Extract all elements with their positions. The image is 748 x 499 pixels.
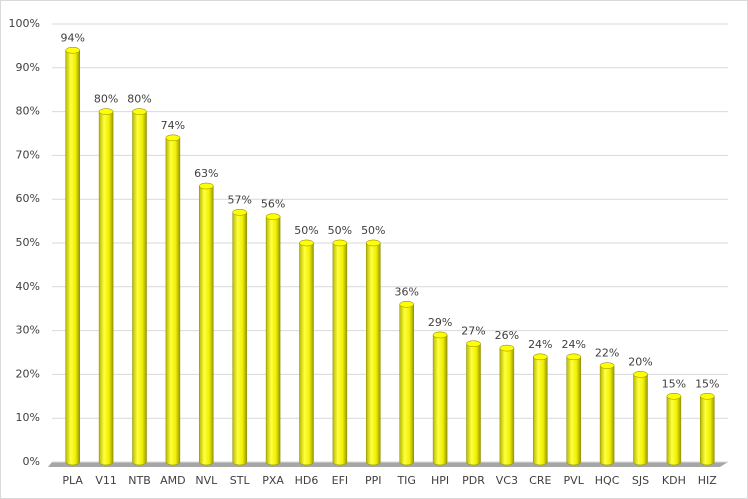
data-label: 36% (394, 285, 418, 298)
bar-top (65, 47, 80, 54)
bar-top (332, 239, 348, 247)
x-tick-label: AMD (160, 474, 186, 487)
y-tick-label: 40% (16, 280, 40, 293)
x-tick-label: HQC (595, 474, 620, 487)
bar (666, 393, 682, 466)
x-tick-label: V11 (95, 474, 117, 487)
bar (399, 301, 414, 466)
x-tick-label: PLA (62, 474, 83, 487)
data-label: 63% (194, 167, 218, 180)
bar (165, 134, 181, 466)
x-tick-label: NVL (195, 474, 218, 487)
data-label: 57% (227, 193, 251, 206)
bar (332, 239, 348, 466)
y-tick-label: 100% (9, 17, 40, 30)
bar-top (132, 108, 147, 115)
x-tick-label: HD6 (295, 474, 319, 487)
bar-top (199, 182, 214, 190)
bar (432, 331, 448, 466)
bar-top (466, 340, 481, 347)
bar-top (633, 371, 648, 378)
x-tick-label: PXA (262, 474, 284, 487)
bar-top (165, 134, 181, 142)
y-tick-label: 50% (16, 236, 40, 249)
y-tick-label: 0% (23, 455, 40, 468)
x-tick-label: VC3 (496, 474, 518, 487)
bar-top (299, 239, 314, 247)
bar (566, 353, 581, 466)
data-label: 94% (60, 31, 84, 44)
y-tick-label: 70% (16, 148, 40, 161)
x-tick-label: KDH (662, 474, 686, 487)
x-tick-label: EFI (332, 474, 349, 487)
bar-top (432, 331, 448, 339)
bar (466, 340, 481, 466)
data-label: 56% (261, 198, 285, 211)
data-label: 15% (662, 377, 686, 390)
bar-top (265, 213, 281, 220)
bar-top (399, 301, 414, 308)
floor (48, 462, 728, 467)
bar (499, 344, 515, 466)
data-label: 20% (628, 355, 652, 368)
bar-top (599, 362, 615, 369)
y-tick-label: 10% (16, 411, 40, 424)
data-label: 50% (294, 224, 318, 237)
x-tick-label: NTB (128, 474, 151, 487)
data-label: 15% (695, 377, 719, 390)
data-label: 80% (94, 93, 118, 106)
data-label: 26% (495, 329, 519, 342)
bar (533, 353, 548, 466)
bar-top (566, 353, 581, 361)
bar (65, 47, 80, 466)
x-tick-label: PPI (365, 474, 382, 487)
x-tick-label: SJS (632, 474, 649, 487)
bar (700, 393, 715, 466)
x-tick-label: CRE (529, 474, 551, 487)
data-label: 74% (161, 119, 185, 132)
bar-top (666, 393, 682, 400)
bar (599, 362, 615, 466)
bar (232, 209, 247, 466)
x-tick-label: STL (230, 474, 251, 487)
bar (265, 213, 281, 466)
y-tick-label: 80% (16, 105, 40, 118)
y-tick-label: 20% (16, 367, 40, 380)
x-tick-label: PDR (462, 474, 485, 487)
bar-top (499, 344, 515, 352)
data-label: 50% (361, 224, 385, 237)
bar (366, 239, 381, 466)
y-tick-label: 90% (16, 61, 40, 74)
data-label: 22% (595, 347, 619, 360)
y-tick-label: 60% (16, 192, 40, 205)
data-label: 24% (528, 338, 552, 351)
bar-top (98, 108, 114, 115)
bar-top (700, 393, 715, 400)
bar (98, 108, 114, 466)
bar-top (533, 353, 548, 361)
x-tick-label: TIG (396, 474, 416, 487)
bar-top (232, 209, 247, 216)
bar-top (366, 239, 381, 247)
bar (299, 239, 314, 466)
data-label: 50% (328, 224, 352, 237)
bar (199, 182, 214, 466)
data-label: 80% (127, 93, 151, 106)
x-tick-label: PVL (564, 474, 585, 487)
x-tick-label: HIZ (698, 474, 718, 487)
bar (132, 108, 147, 466)
x-tick-label: HPI (431, 474, 449, 487)
y-tick-label: 30% (16, 324, 40, 337)
data-label: 24% (561, 338, 585, 351)
data-label: 29% (428, 316, 452, 329)
bar (633, 371, 648, 466)
data-label: 27% (461, 325, 485, 338)
